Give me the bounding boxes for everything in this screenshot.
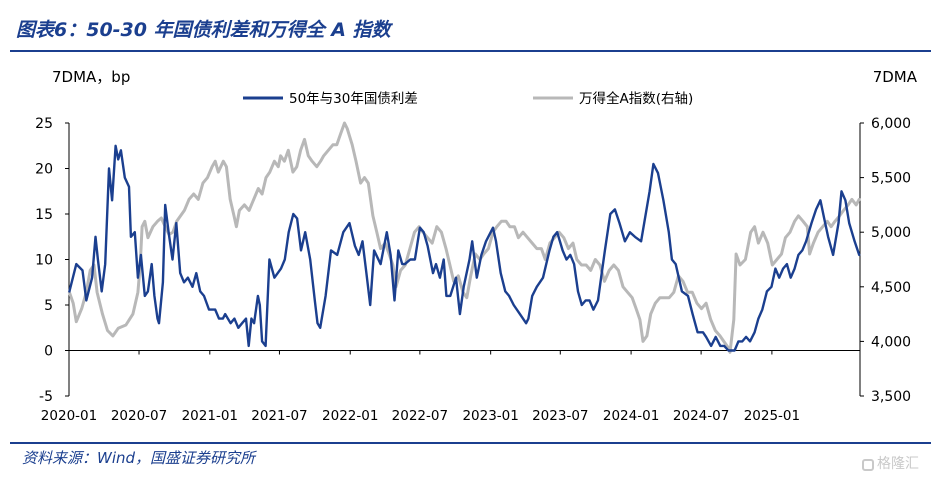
left-axis-unit-label: 7DMA，bp — [52, 68, 130, 86]
right-tick-label: 4,000 — [871, 334, 911, 350]
wind-a-index-line — [67, 121, 861, 354]
x-tick-label: 2021-07 — [251, 408, 307, 424]
x-tick-label: 2021-01 — [182, 408, 238, 424]
left-tick-label: 10 — [35, 253, 53, 269]
series-lines — [67, 121, 861, 354]
legend-wind-a-index-label: 万得全A指数(右轴) — [579, 90, 693, 107]
legend: 50年与30年国债利差 万得全A指数(右轴) — [243, 90, 693, 107]
left-tick-label: 25 — [35, 116, 53, 132]
x-tick-label: 2023-07 — [532, 408, 588, 424]
right-tick-label: 3,500 — [871, 389, 911, 405]
x-tick-label: 2025-01 — [744, 408, 800, 424]
x-tick-label: 2024-07 — [673, 408, 729, 424]
right-tick-label: 4,500 — [871, 280, 911, 296]
watermark-logo-icon — [862, 459, 874, 471]
right-tick-label: 6,000 — [871, 116, 911, 132]
figure-source: 资料来源：Wind，国盛证券研究所 — [22, 449, 256, 467]
x-tick-label: 2020-07 — [111, 408, 167, 424]
left-tick-label: -5 — [39, 389, 53, 405]
title-rule — [10, 50, 931, 52]
watermark-text: 格隆汇 — [877, 456, 919, 472]
x-tick-label: 2022-07 — [392, 408, 448, 424]
left-tick-label: 20 — [35, 162, 53, 178]
legend-spread-label: 50年与30年国债利差 — [289, 91, 418, 107]
right-tick-label: 5,500 — [871, 171, 911, 187]
x-tick-label: 2024-01 — [603, 408, 659, 424]
x-tick-label: 2023-01 — [462, 408, 518, 424]
right-tick-label: 5,000 — [871, 225, 911, 241]
axes: -5 0 5 10 15 20 25 3,500 4,000 4,500 5,000 5,500 6,0… — [35, 116, 911, 424]
x-tick-label: 2022-01 — [322, 408, 378, 424]
left-tick-label: 15 — [35, 207, 53, 223]
x-tick-label: 2020-01 — [41, 408, 97, 424]
right-axis-unit-label: 7DMA — [873, 68, 918, 86]
figure-title: 图表6：50-30 年国债利差和万得全 A 指数 — [16, 19, 391, 41]
source-rule — [10, 442, 931, 444]
left-tick-label: 5 — [44, 298, 53, 314]
left-tick-label: 0 — [44, 344, 53, 360]
spread-50y-30y-line — [68, 144, 861, 352]
watermark: 格隆汇 — [862, 453, 919, 473]
